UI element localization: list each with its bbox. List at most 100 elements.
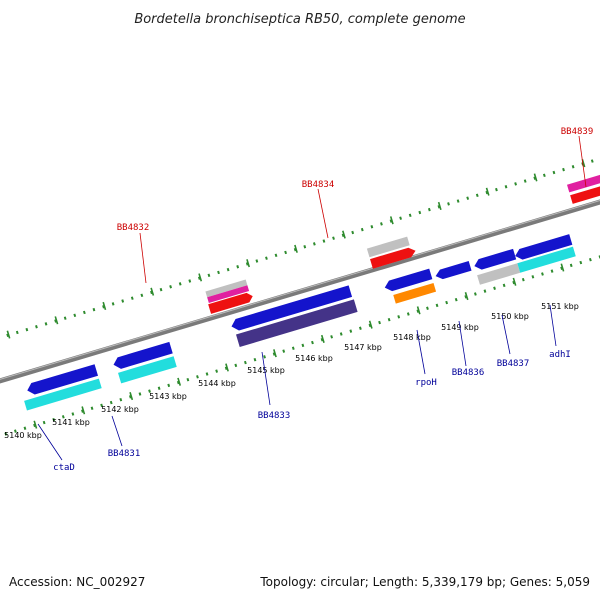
lower-scale-line <box>4 255 600 436</box>
scale-dot <box>111 302 115 306</box>
gene-bb4837[interactable] <box>473 248 521 285</box>
scale-dot <box>157 386 161 390</box>
scale-tick-label: 5147 kbp <box>344 343 382 352</box>
scale-dot <box>475 193 479 198</box>
label-bb4831[interactable]: BB4831 <box>108 449 141 459</box>
scale-dot <box>380 222 383 226</box>
scale-major-tick <box>6 330 11 339</box>
scale-dot <box>514 182 517 186</box>
scale-dot <box>148 389 151 393</box>
scale-dot <box>186 377 190 382</box>
label-bb4836[interactable]: BB4836 <box>452 368 485 378</box>
gene-bb4832[interactable] <box>204 279 254 314</box>
scale-major-tick <box>33 420 38 429</box>
gene-bb4831[interactable] <box>112 341 177 384</box>
scale-dot <box>63 316 67 320</box>
label-bb4839[interactable]: BB4839 <box>561 127 594 137</box>
scale-dot <box>552 170 556 175</box>
scale-dot <box>140 293 144 298</box>
topology-text: Topology: circular; Length: 5,339,179 bp… <box>259 575 590 589</box>
scale-dot <box>426 306 429 310</box>
scale-dot <box>435 303 439 308</box>
scale-dot <box>73 313 77 318</box>
scale-dot <box>447 202 450 206</box>
scale-dot <box>454 297 458 302</box>
gene-rpoh[interactable] <box>383 268 437 306</box>
label-ctad[interactable]: ctaD <box>53 463 75 473</box>
accession-text: Accession: NC_002927 <box>9 575 145 589</box>
scale-dot <box>406 312 410 316</box>
scale-tick-label: 5146 kbp <box>295 354 333 363</box>
scale-dot <box>562 167 565 172</box>
genome-track <box>0 159 600 436</box>
upper-scale-line <box>6 159 594 339</box>
scale-dot <box>408 213 412 218</box>
scale-dot <box>61 415 65 419</box>
scale-dot <box>483 289 487 293</box>
gene-bb4836[interactable] <box>434 261 472 281</box>
scale-dot <box>418 210 422 215</box>
gene-bb4834[interactable] <box>366 235 417 269</box>
scale-dot <box>207 273 211 278</box>
scale-dot <box>226 267 230 272</box>
scale-major-tick <box>485 187 490 196</box>
scale-dot <box>82 310 86 315</box>
scale-dot <box>25 327 29 332</box>
scale-dot <box>35 325 38 329</box>
scale-dot <box>265 256 268 260</box>
label-bb4834[interactable]: BB4834 <box>302 180 335 190</box>
gene-adhi[interactable] <box>514 234 576 273</box>
scale-major-tick <box>437 201 442 211</box>
scale-major-tick <box>512 277 517 286</box>
scale-major-tick <box>342 230 346 239</box>
scale-dot <box>167 383 171 388</box>
scale-dot <box>253 357 257 362</box>
gene-labels: BB4832 BB4834 BB4839 ctaD BB4831 BB4833 … <box>37 127 594 473</box>
scale-dot <box>42 420 46 425</box>
label-rpoh[interactable]: rpoH <box>415 378 437 388</box>
scale-major-tick <box>102 301 107 311</box>
gene-bb4833[interactable] <box>230 285 358 348</box>
label-bb4837[interactable]: BB4837 <box>497 359 530 369</box>
scale-tick-label: 5140 kbp <box>4 431 42 440</box>
scale-dot <box>100 403 104 408</box>
label-adhi[interactable]: adhI <box>549 350 571 360</box>
scale-dot <box>234 363 238 368</box>
scale-major-tick <box>416 306 421 315</box>
scale-dot <box>236 265 240 269</box>
scale-dot <box>274 253 278 258</box>
scale-dot <box>397 315 401 319</box>
gene-ctad[interactable] <box>20 364 102 411</box>
scale-dot <box>188 279 192 283</box>
scale-dot <box>504 185 508 189</box>
scale-major-tick <box>81 406 86 415</box>
scale-tick-label: 5148 kbp <box>393 333 431 342</box>
scale-dot <box>169 285 172 289</box>
scale-dot <box>473 292 477 296</box>
scale-tick-label: 5151 kbp <box>541 302 579 311</box>
scale-major-tick <box>464 292 469 301</box>
scale-dot <box>502 283 506 288</box>
scale-major-tick <box>177 377 182 386</box>
scale-dot <box>378 320 381 325</box>
scale-major-tick <box>320 334 325 343</box>
scale-dot <box>205 372 209 376</box>
scale-dot <box>541 272 544 276</box>
scale-dot <box>569 263 573 268</box>
scale-major-tick <box>273 349 277 358</box>
scale-major-tick <box>246 259 251 268</box>
gene-bb4839[interactable] <box>566 167 600 204</box>
scale-tick-label: 5144 kbp <box>198 379 236 388</box>
label-bb4833[interactable]: BB4833 <box>258 411 291 421</box>
scale-dot <box>130 296 134 300</box>
scale-dot <box>311 340 314 345</box>
scale-dot <box>23 426 27 430</box>
scale-dot <box>243 360 247 365</box>
scale-major-tick <box>198 273 203 282</box>
scale-dot <box>215 369 219 373</box>
scale-dot <box>521 277 525 282</box>
label-bb4832[interactable]: BB4832 <box>117 223 150 233</box>
scale-dot <box>399 216 402 220</box>
scale-major-tick <box>54 316 59 325</box>
scale-dot <box>550 269 554 273</box>
